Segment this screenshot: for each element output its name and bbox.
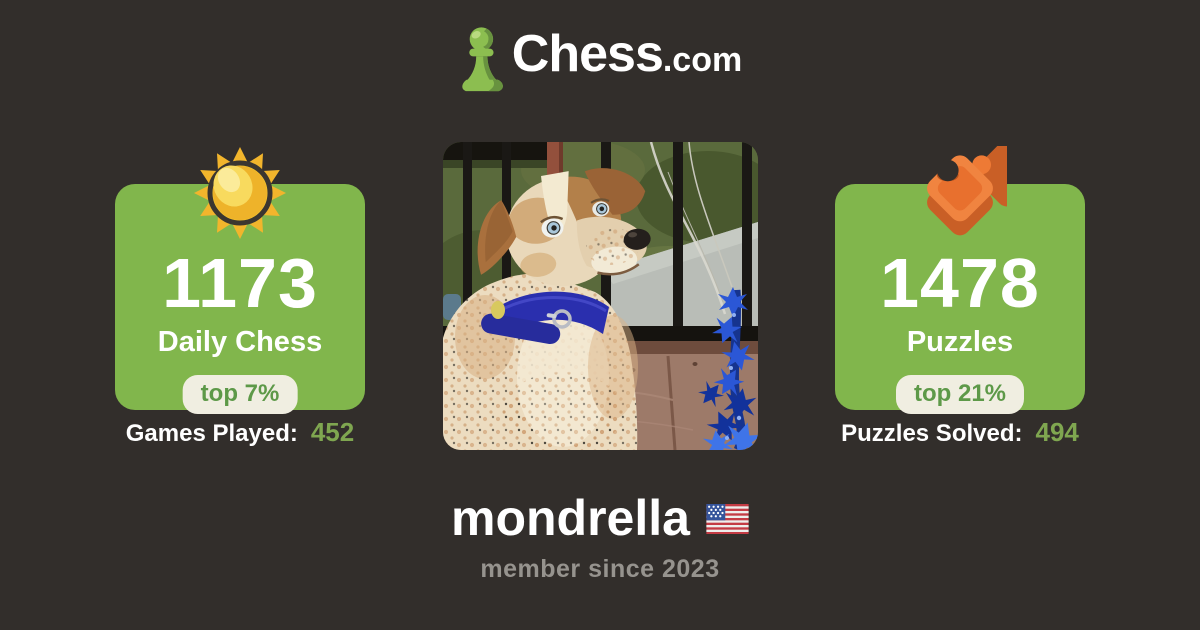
profile-photo-dog: [443, 142, 758, 450]
games-played-label: Games Played:: [125, 420, 298, 447]
puzzles-percentile-badge: top 21%: [895, 374, 1025, 414]
member-since-text: member since 2023: [480, 555, 720, 583]
user-identity-row: mondrella: [0, 491, 1200, 546]
puzzles-solved-stat: Puzzles Solved: 494: [841, 417, 1079, 448]
logo-brand-text: Chess: [511, 25, 664, 83]
daily-percentile-badge: top 7%: [182, 374, 298, 414]
chesscom-logo: Chess .com: [0, 24, 1200, 92]
us-flag-icon: [706, 503, 749, 534]
puzzle-icon: [913, 146, 1007, 240]
puzzles-mode-label: Puzzles: [906, 326, 1014, 358]
puzzles-solved-value: 494: [1035, 417, 1079, 447]
chesscom-pawn-icon: [462, 27, 503, 92]
daily-rating-value: 1173: [162, 244, 318, 322]
puzzles-solved-label: Puzzles Solved:: [841, 420, 1023, 447]
username-text: mondrella: [451, 490, 690, 546]
daily-chess-card: 1173 Daily Chess top 7%: [115, 147, 365, 414]
daily-mode-label: Daily Chess: [157, 326, 323, 358]
sun-icon: [193, 146, 287, 240]
puzzles-card: 1478 Puzzles top 21%: [835, 146, 1085, 414]
puzzles-rating-value: 1478: [880, 244, 1040, 322]
games-played-value: 452: [310, 417, 355, 447]
games-played-stat: Games Played: 452: [126, 417, 354, 448]
logo-suffix-text: .com: [662, 41, 743, 79]
